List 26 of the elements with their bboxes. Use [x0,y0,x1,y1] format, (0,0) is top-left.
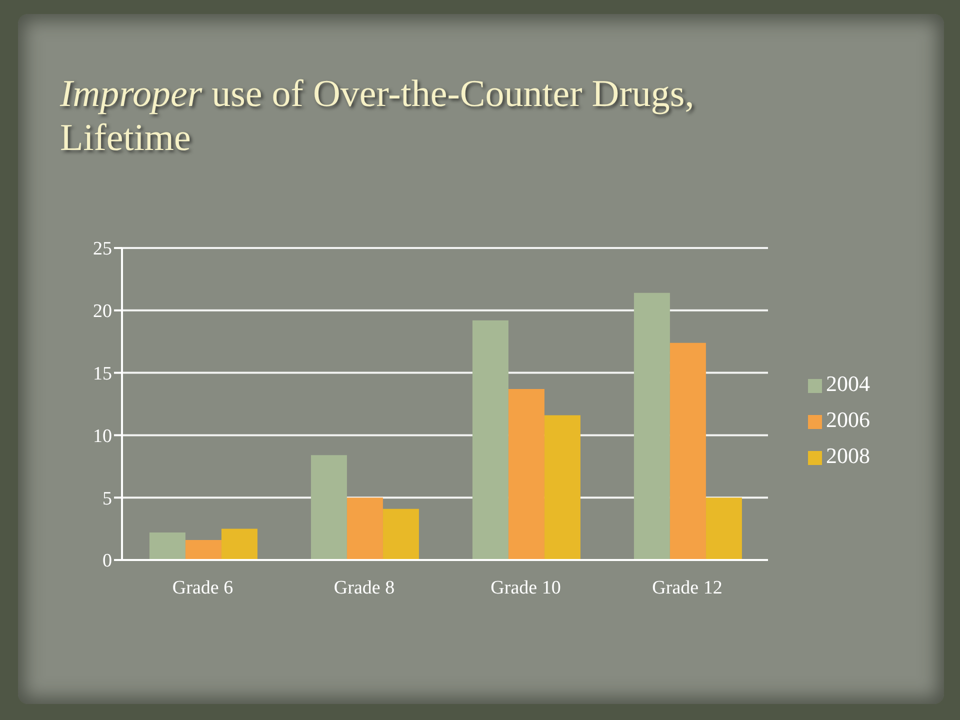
bar [670,342,706,560]
bar [310,455,347,560]
x-tick-label: Grade 6 [172,577,234,598]
bar [508,389,544,560]
legend-label: 2006 [826,407,870,432]
legend-label: 2004 [826,371,870,396]
chart-title: Improper use of Over-the-Counter Drugs, Lifetime [60,72,696,160]
bar [346,498,383,560]
y-tick-label: 15 [93,364,112,385]
y-tick-label: 20 [93,301,112,322]
bar [185,540,222,560]
bar [382,508,419,560]
y-tick-label: 0 [102,550,112,572]
bar [221,528,258,560]
y-tick-label: 5 [102,488,112,510]
bar [544,415,580,560]
x-tick-label: Grade 10 [490,577,561,598]
bar [634,292,670,560]
bar [706,498,742,560]
bar [472,320,508,560]
legend-label: 2008 [826,443,870,468]
y-tick-label: 25 [93,238,112,260]
x-tick-label: Grade 8 [334,577,395,598]
y-tick-label: 10 [93,426,112,447]
bar [149,532,186,560]
x-tick-label: Grade 12 [652,577,722,598]
